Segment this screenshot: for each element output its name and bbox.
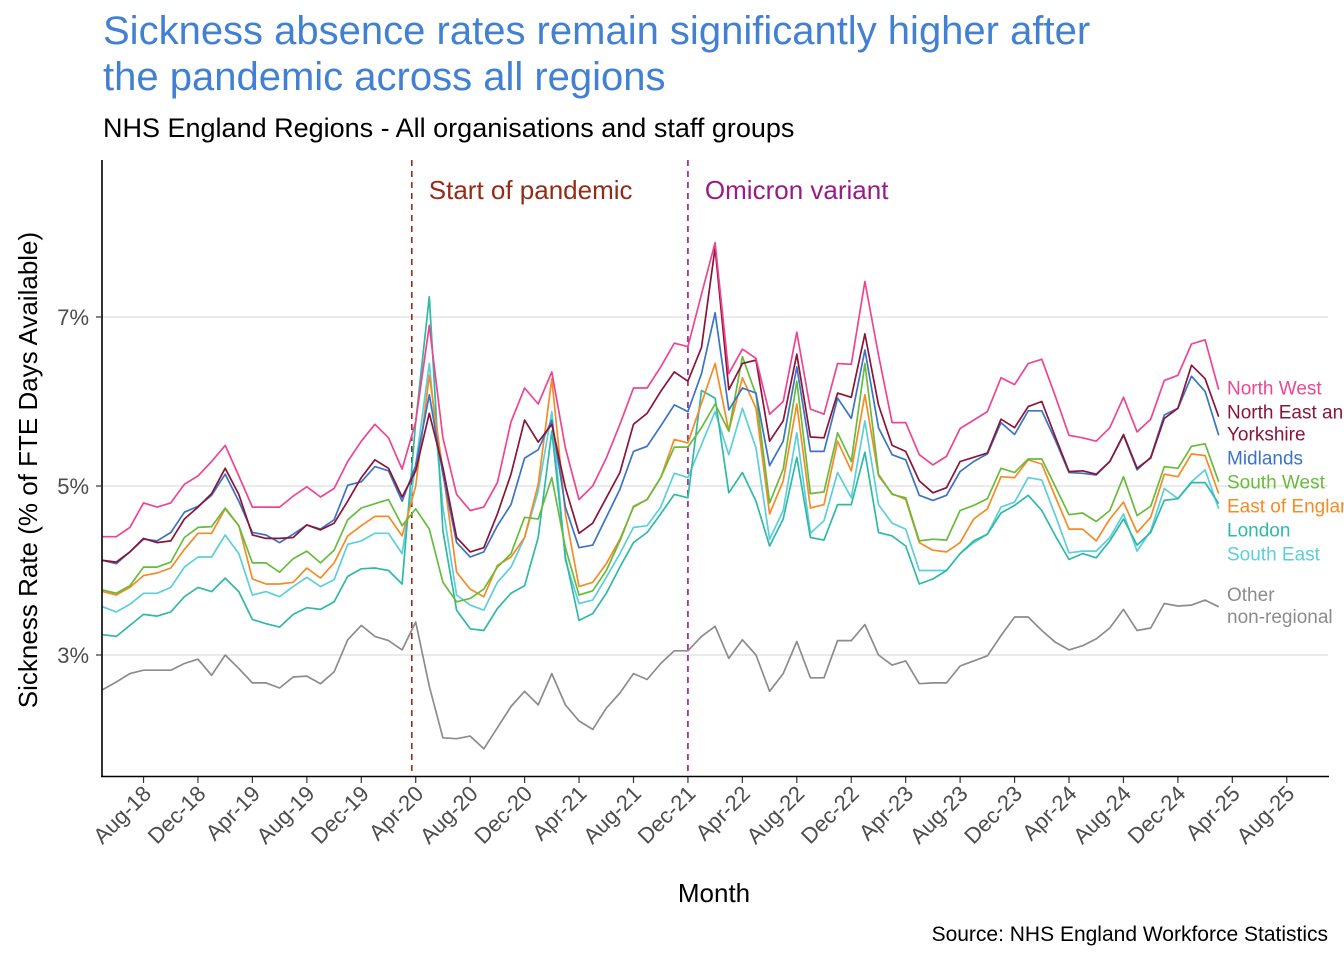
series-label-line: South East: [1227, 545, 1321, 566]
series-label-other-non-regional: Other non-regional: [1227, 585, 1333, 628]
x-axis-title: Month: [678, 878, 750, 908]
y-tick-label: 5%: [57, 474, 89, 499]
series-label-east-of-england: East of England: [1227, 497, 1344, 518]
series-label-line: East of England: [1227, 497, 1344, 518]
series-label-south-east: South East: [1227, 545, 1321, 566]
series-line-midlands: [102, 311, 1220, 565]
y-tick-label: 3%: [57, 643, 89, 668]
x-tick-label: Aug-21: [578, 781, 646, 849]
series-label-north-west: North West: [1227, 379, 1322, 400]
series-label-line: London: [1227, 521, 1290, 542]
series-line-south-west: [102, 355, 1220, 603]
x-axis-ticks: Aug-18Dec-18Apr-19Aug-19Dec-19Apr-20Aug-…: [88, 777, 1299, 849]
x-tick-label: Aug-25: [1231, 781, 1299, 849]
annotation-label-omicron-variant: Omicron variant: [705, 175, 889, 205]
series-label-line: non-regional: [1227, 607, 1333, 628]
x-tick-label: Aug-24: [1068, 781, 1136, 849]
chart-subtitle: NHS England Regions - All organisations …: [103, 113, 795, 143]
series-label-line: North West: [1227, 379, 1322, 400]
x-tick-label: Aug-18: [88, 781, 156, 849]
y-tick-label: 7%: [57, 305, 89, 330]
annotation-label-start-of-pandemic: Start of pandemic: [429, 175, 633, 205]
series-label-line: North East and: [1227, 403, 1344, 424]
series-line-other-non-regional: [102, 599, 1220, 750]
series-line-north-east-and-yorkshire: [102, 246, 1220, 563]
x-tick-label: Dec-22: [796, 781, 864, 849]
series-label-south-west: South West: [1227, 473, 1326, 494]
x-tick-label: Dec-18: [143, 781, 211, 849]
gridlines: [102, 316, 1328, 656]
series-labels: North West North East and Yorkshire Midland…: [1227, 379, 1344, 628]
x-tick-label: Aug-19: [252, 781, 320, 849]
series-line-north-west: [102, 241, 1220, 538]
series-label-line: Midlands: [1227, 449, 1303, 470]
x-tick-label: Dec-19: [306, 781, 374, 849]
y-axis-title: Sickness Rate (% of FTE Days Available): [13, 232, 43, 708]
annotation-lines: Start of pandemic Omicron variant: [410, 160, 889, 776]
series-label-london: London: [1227, 521, 1290, 542]
source-caption: Source: NHS England Workforce Statistics: [932, 923, 1328, 946]
x-tick-label: Dec-23: [959, 781, 1027, 849]
series-label-line: Other: [1227, 585, 1275, 606]
chart-title: Sickness absence rates remain significan…: [103, 9, 1091, 99]
y-axis-ticks: 3% 5% 7%: [57, 305, 102, 668]
series-label-line: Yorkshire: [1227, 425, 1306, 446]
series-line-london: [102, 295, 1220, 638]
series-line-south-east: [102, 362, 1220, 613]
series-lines: [102, 241, 1220, 750]
x-tick-label: Aug-22: [741, 781, 809, 849]
x-tick-label: Dec-20: [469, 781, 537, 849]
series-label-line: South West: [1227, 473, 1326, 494]
series-label-north-east-and-yorkshire: North East and Yorkshire: [1227, 403, 1344, 446]
x-tick-label: Dec-24: [1123, 781, 1191, 849]
x-tick-label: Dec-21: [633, 781, 701, 849]
x-tick-label: Aug-20: [415, 781, 483, 849]
x-tick-label: Aug-23: [905, 781, 973, 849]
series-label-midlands: Midlands: [1227, 449, 1303, 470]
